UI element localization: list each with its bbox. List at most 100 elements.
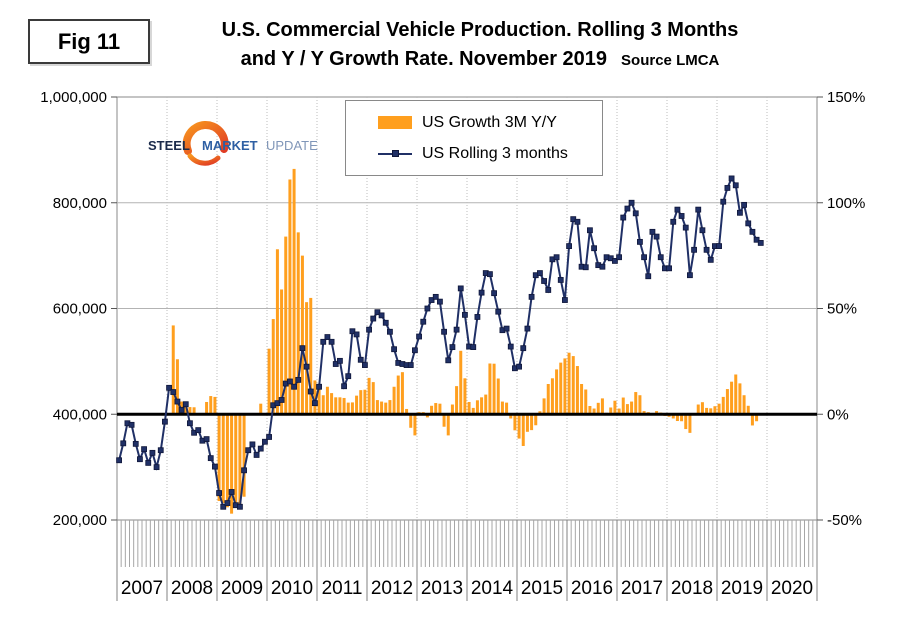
line-marker — [224, 500, 231, 506]
line-marker — [682, 224, 689, 231]
line-marker — [387, 328, 393, 335]
growth-bar — [738, 383, 742, 415]
line-marker — [507, 343, 514, 350]
growth-bar — [296, 232, 300, 415]
growth-bar — [442, 414, 446, 427]
line-marker — [266, 434, 272, 440]
line-marker — [220, 503, 227, 510]
line-marker — [374, 309, 381, 316]
line-marker — [337, 357, 343, 364]
line-marker — [562, 297, 568, 303]
line-marker — [620, 214, 627, 221]
growth-bar — [584, 389, 588, 415]
growth-bar — [280, 289, 284, 415]
growth-bar — [288, 179, 292, 415]
line-marker — [228, 489, 235, 495]
growth-bar — [471, 407, 475, 415]
growth-bar — [217, 414, 221, 501]
growth-bar — [242, 414, 246, 497]
right-axis-tick-label: 100% — [827, 195, 865, 212]
growth-bar — [425, 414, 429, 418]
growth-bar — [688, 414, 692, 433]
line-marker — [170, 389, 177, 395]
growth-bar — [238, 414, 242, 510]
x-axis-year-label: 2008 — [171, 578, 213, 599]
line-marker — [412, 347, 418, 354]
x-axis-year-label: 2011 — [322, 578, 363, 599]
line-marker — [187, 420, 193, 427]
line-marker — [391, 346, 397, 353]
line-marker — [741, 201, 747, 208]
line-marker — [166, 384, 172, 391]
growth-bar — [717, 403, 721, 415]
growth-bar — [680, 414, 684, 422]
line-marker — [516, 363, 522, 370]
growth-bar — [350, 402, 354, 415]
line-marker — [632, 210, 639, 217]
growth-bar — [292, 168, 296, 415]
line-marker — [495, 308, 502, 315]
growth-bar — [430, 405, 434, 415]
growth-bar — [475, 400, 479, 415]
line-marker — [262, 438, 268, 445]
line-marker — [312, 400, 318, 407]
growth-bar — [459, 350, 463, 415]
x-axis-year-label: 2017 — [621, 578, 663, 599]
line-marker — [674, 206, 681, 213]
growth-bar — [696, 404, 700, 415]
line-marker — [157, 447, 164, 454]
growth-bar — [492, 363, 496, 415]
line-marker — [591, 245, 597, 252]
growth-bar — [388, 400, 392, 415]
growth-bar — [405, 408, 409, 415]
growth-bar — [542, 398, 546, 415]
growth-bar — [567, 352, 571, 415]
growth-bar — [521, 414, 525, 446]
line-marker — [503, 325, 510, 332]
growth-bar — [300, 255, 304, 415]
line-marker — [203, 436, 210, 443]
line-marker — [553, 254, 560, 261]
left-axis-tick-label: 800,000 — [53, 195, 107, 212]
growth-bar — [550, 378, 554, 415]
line-marker — [278, 397, 285, 403]
line-marker — [370, 315, 377, 322]
line-marker — [287, 378, 293, 385]
growth-bar — [367, 377, 371, 415]
left-axis-tick-label: 200,000 — [53, 512, 107, 529]
line-marker — [678, 213, 685, 219]
line-marker — [528, 293, 535, 300]
chart-title-line2: and Y / Y Growth Rate. November 2019 Sour… — [240, 48, 720, 70]
growth-bar — [684, 414, 688, 430]
line-marker — [449, 344, 456, 350]
growth-bar — [330, 393, 334, 415]
line-marker — [687, 272, 693, 279]
growth-bar — [175, 359, 179, 415]
logo-word-steel: STEEL — [148, 138, 190, 153]
growth-bar — [284, 236, 288, 415]
line-marker — [445, 357, 452, 364]
line-marker — [724, 185, 731, 191]
growth-bar — [275, 249, 279, 415]
line-marker — [324, 334, 331, 340]
x-axis-year-label: 2014 — [471, 578, 514, 599]
line-marker — [653, 233, 660, 240]
growth-bar — [375, 400, 379, 415]
growth-bar — [563, 358, 567, 415]
growth-bar — [450, 404, 454, 415]
growth-bar — [509, 414, 513, 419]
logo-word-update: UPDATE — [266, 138, 318, 153]
line-marker — [716, 243, 722, 250]
line-marker — [320, 338, 327, 345]
growth-bar — [571, 356, 575, 415]
x-axis-year-label: 2016 — [571, 578, 613, 599]
logo-swoosh-icon: STEEL MARKET UPDATE — [148, 121, 318, 166]
line-marker — [345, 373, 352, 380]
growth-bar — [588, 406, 592, 415]
line-marker — [299, 345, 306, 352]
line-marker — [462, 311, 468, 318]
growth-bar — [609, 407, 613, 415]
line-marker — [332, 361, 339, 367]
line-marker — [657, 254, 664, 261]
growth-bar — [342, 397, 346, 415]
